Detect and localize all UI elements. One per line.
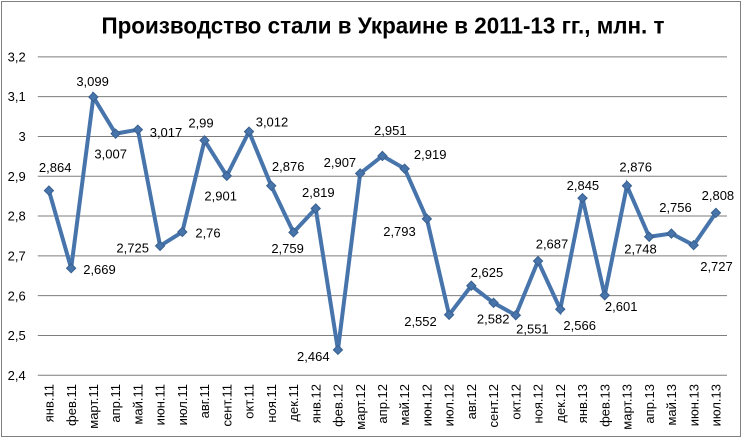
svg-text:3,1: 3,1 [8, 89, 26, 104]
svg-text:2,4: 2,4 [8, 368, 26, 383]
svg-text:2,725: 2,725 [116, 240, 149, 255]
svg-text:апр.13: апр.13 [642, 384, 657, 424]
svg-text:2,907: 2,907 [324, 155, 357, 170]
svg-text:2,464: 2,464 [297, 349, 330, 364]
svg-text:янв.13: янв.13 [575, 384, 590, 423]
svg-text:3: 3 [18, 129, 25, 144]
svg-text:2,7: 2,7 [8, 248, 26, 263]
svg-text:май.11: май.11 [130, 384, 145, 425]
svg-text:июн.11: июн.11 [153, 384, 168, 425]
svg-text:2,551: 2,551 [516, 321, 549, 336]
svg-text:дек.12: дек.12 [553, 384, 568, 423]
svg-text:апр.12: апр.12 [375, 384, 390, 424]
svg-text:2,601: 2,601 [605, 299, 638, 314]
svg-text:2,759: 2,759 [271, 241, 304, 256]
svg-text:2,756: 2,756 [659, 200, 692, 215]
svg-text:2,552: 2,552 [404, 314, 437, 329]
svg-text:сент.11: сент.11 [219, 384, 234, 427]
svg-text:2,6: 2,6 [8, 288, 26, 303]
svg-text:окт.12: окт.12 [508, 384, 523, 420]
svg-text:фев.13: фев.13 [597, 384, 612, 427]
svg-text:авг.11: авг.11 [197, 384, 212, 418]
svg-text:2,687: 2,687 [536, 237, 569, 252]
svg-text:2,876: 2,876 [272, 159, 305, 174]
svg-text:2,808: 2,808 [702, 188, 735, 203]
svg-text:2,582: 2,582 [477, 312, 510, 327]
svg-text:июл.13: июл.13 [708, 384, 723, 426]
svg-text:ноя.11: ноя.11 [264, 384, 279, 423]
svg-text:ноя.12: ноя.12 [531, 384, 546, 424]
svg-text:март.11: март.11 [86, 384, 101, 429]
svg-text:май.13: май.13 [664, 384, 679, 426]
svg-text:3,012: 3,012 [256, 114, 289, 129]
svg-text:июл.11: июл.11 [175, 384, 190, 425]
svg-text:март.12: март.12 [353, 384, 368, 430]
svg-text:3,2: 3,2 [8, 49, 26, 64]
svg-text:янв.11: янв.11 [42, 384, 57, 422]
svg-text:2,566: 2,566 [563, 318, 596, 333]
svg-text:2,951: 2,951 [374, 123, 407, 138]
svg-text:2,919: 2,919 [414, 147, 447, 162]
svg-text:2,99: 2,99 [188, 115, 213, 130]
svg-text:март.13: март.13 [620, 384, 635, 430]
svg-text:2,876: 2,876 [619, 160, 652, 175]
svg-text:май.12: май.12 [397, 384, 412, 426]
svg-text:сент.12: сент.12 [486, 384, 501, 428]
svg-text:2,727: 2,727 [700, 259, 733, 274]
svg-text:3,007: 3,007 [94, 147, 127, 162]
svg-text:2,5: 2,5 [8, 328, 26, 343]
svg-text:2,864: 2,864 [39, 160, 72, 175]
svg-text:июл.12: июл.12 [442, 384, 457, 426]
svg-text:дек.11: дек.11 [286, 384, 301, 422]
svg-text:июн.12: июн.12 [419, 384, 434, 426]
svg-text:фев.12: фев.12 [331, 384, 346, 427]
svg-text:2,819: 2,819 [302, 185, 335, 200]
svg-text:2,845: 2,845 [567, 178, 600, 193]
svg-text:2,793: 2,793 [383, 224, 416, 239]
svg-text:2,669: 2,669 [83, 262, 116, 277]
svg-text:2,748: 2,748 [624, 242, 657, 257]
svg-text:янв.12: янв.12 [308, 384, 323, 423]
svg-text:2,76: 2,76 [195, 226, 220, 241]
svg-text:фев.11: фев.11 [64, 384, 79, 426]
svg-text:3,099: 3,099 [76, 74, 109, 89]
svg-text:2,625: 2,625 [471, 265, 504, 280]
svg-text:Производство стали в Украине в: Производство стали в Украине в 2011-13 г… [102, 13, 665, 39]
svg-text:2,9: 2,9 [8, 169, 26, 184]
svg-text:3,017: 3,017 [150, 125, 183, 140]
svg-text:авг.12: авг.12 [464, 384, 479, 419]
svg-text:2,8: 2,8 [8, 209, 26, 224]
svg-text:июн.13: июн.13 [686, 384, 701, 426]
svg-text:апр.11: апр.11 [108, 384, 123, 423]
svg-text:окт.11: окт.11 [242, 384, 257, 419]
svg-text:2,901: 2,901 [204, 189, 237, 204]
